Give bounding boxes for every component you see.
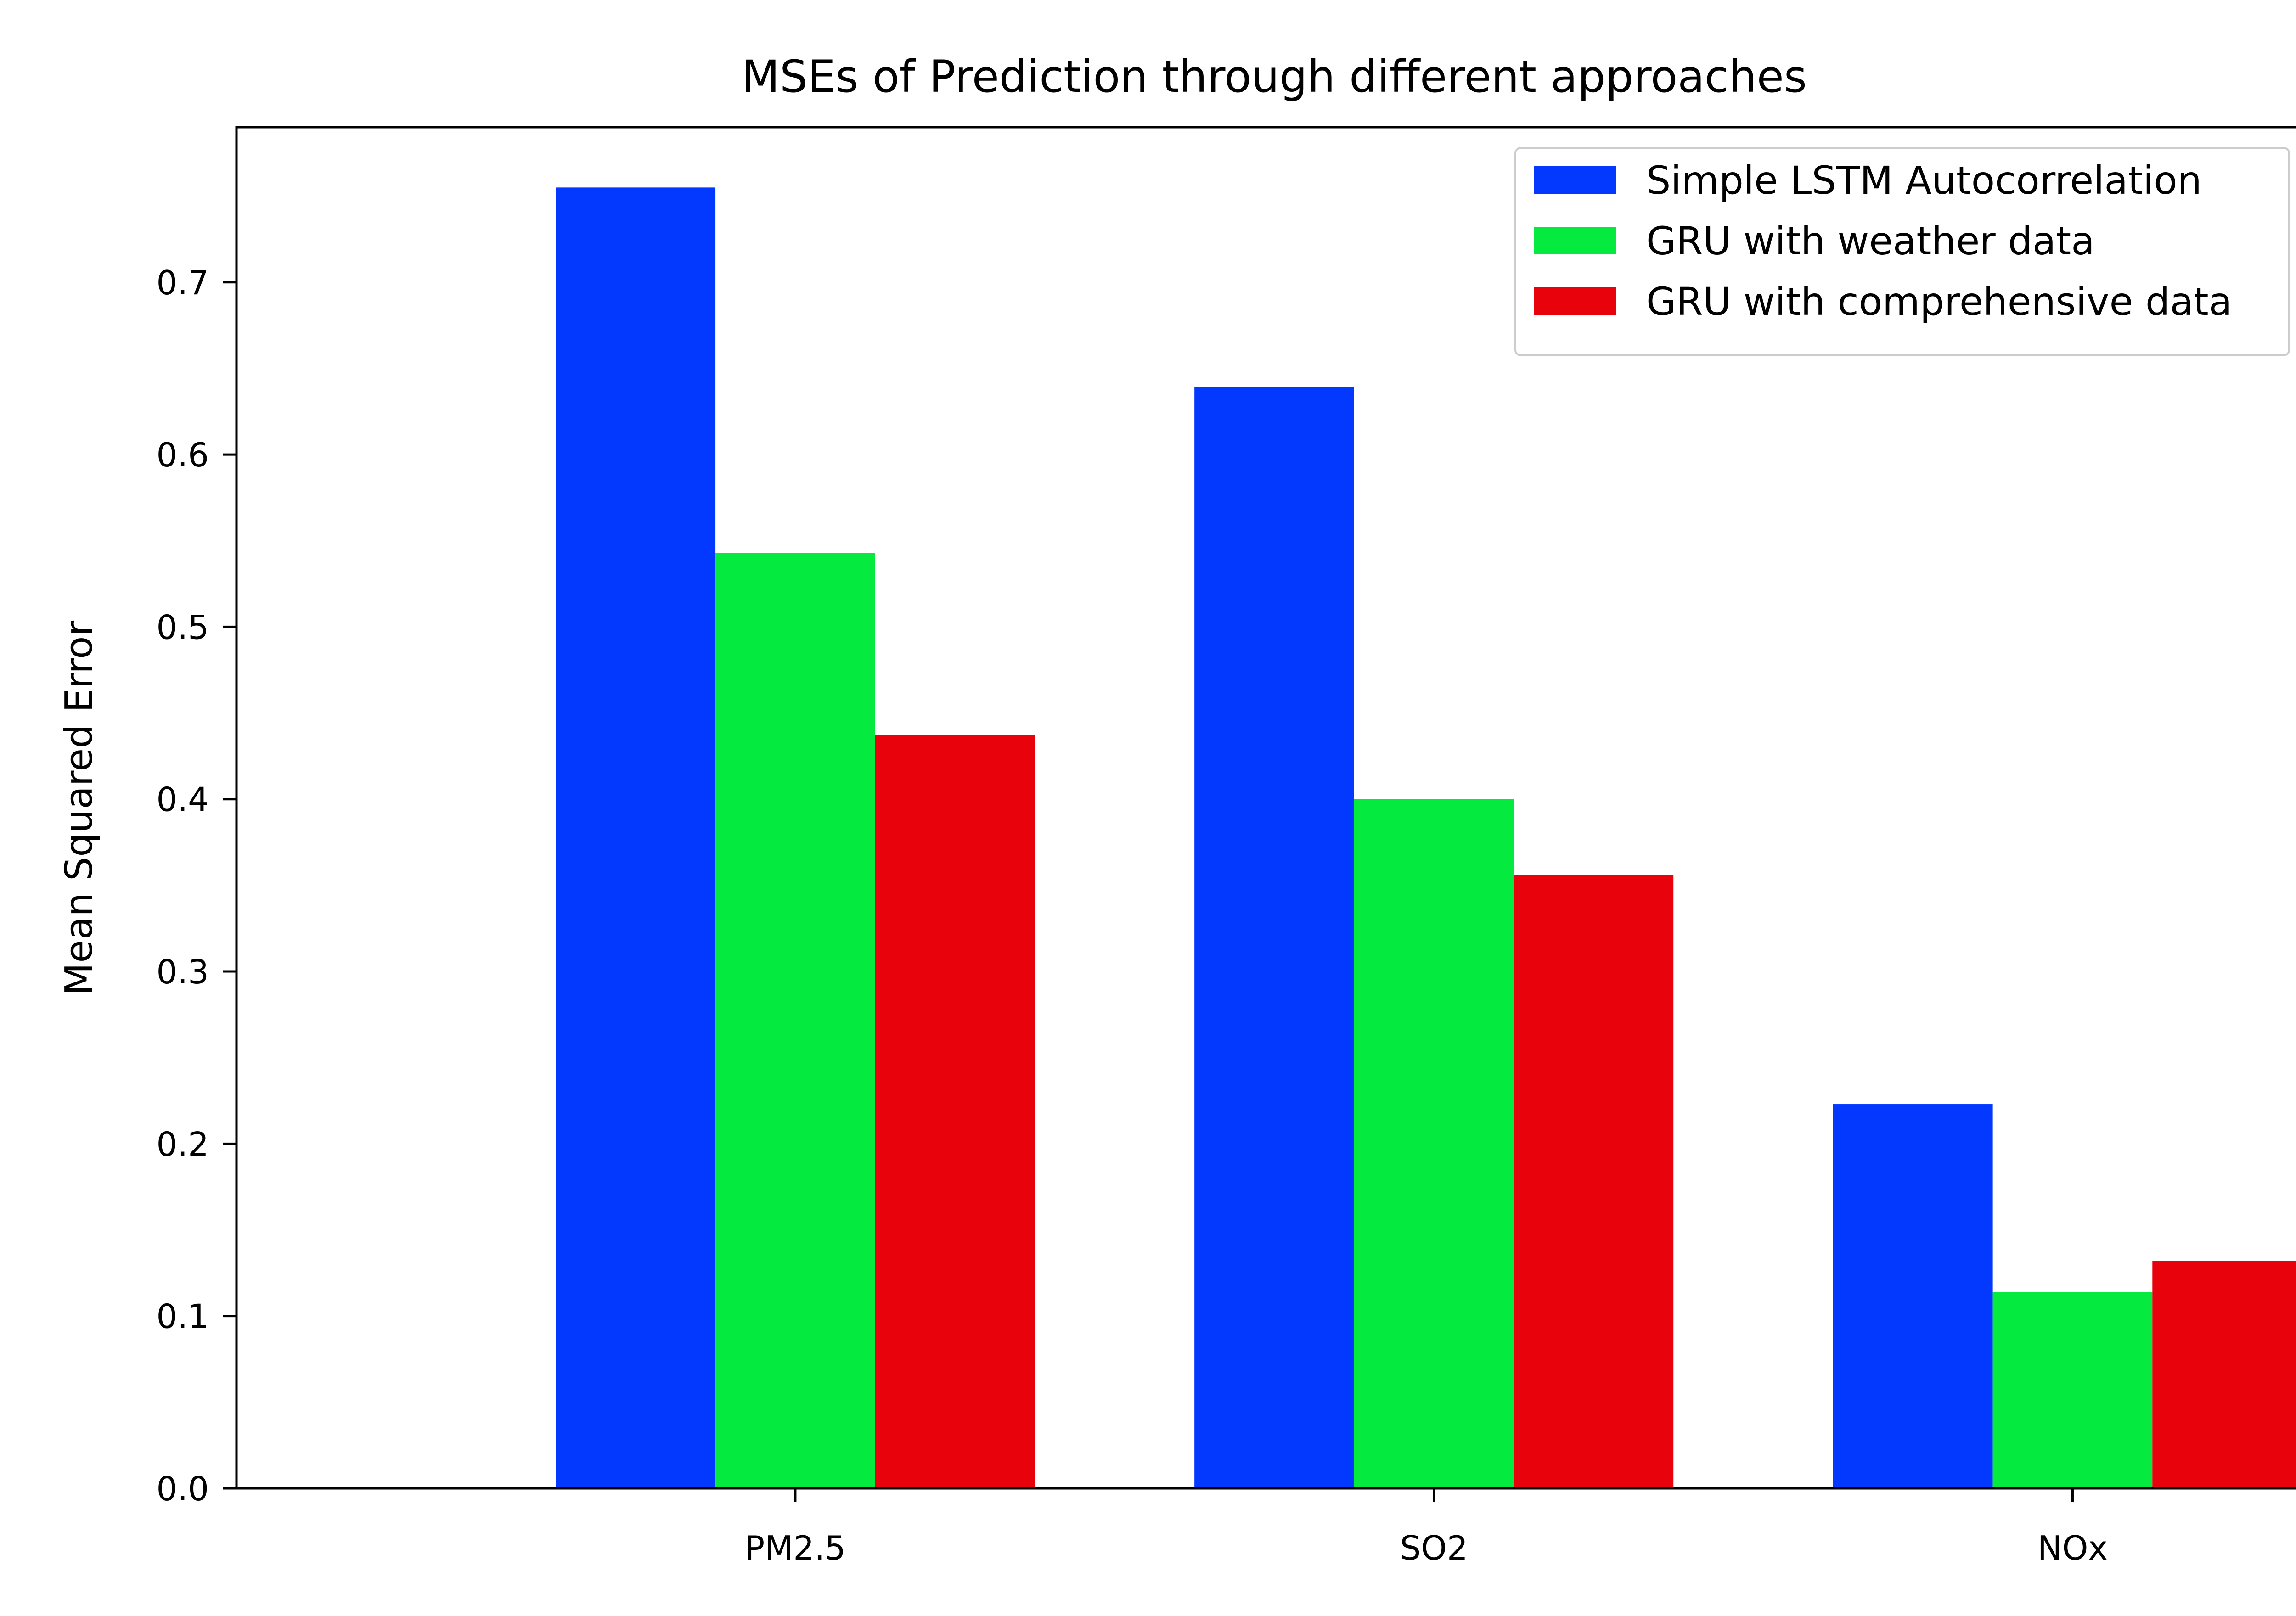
chart-title: MSEs of Prediction through different app… [742, 51, 1807, 102]
y-tick-label: 0.4 [156, 780, 209, 819]
y-tick-label: 0.2 [156, 1125, 209, 1163]
bar-gru-with-comprehensive-data-pm2-5 [875, 735, 1035, 1488]
bar-gru-with-weather-data-so2 [1354, 799, 1514, 1488]
legend-label-simple-lstm-autocorrelation: Simple LSTM Autocorrelation [1646, 158, 2202, 203]
legend-swatch-gru-with-weather-data [1534, 227, 1616, 254]
x-axis: PM2.5 SO2 NOx [745, 1488, 2108, 1567]
bar-gru-with-weather-data-nox [1992, 1292, 2153, 1488]
x-tick-label-nox: NOx [2037, 1529, 2108, 1567]
legend-swatch-simple-lstm-autocorrelation [1534, 166, 1616, 194]
bar-simple-lstm-autocorrelation-so2 [1194, 387, 1354, 1489]
bar-gru-with-comprehensive-data-so2 [1514, 875, 1674, 1488]
y-tick-label: 0.1 [156, 1297, 209, 1336]
legend: Simple LSTM Autocorrelation GRU with weat… [1514, 147, 2290, 356]
y-tick-label: 0.5 [156, 608, 209, 646]
x-tick-label-so2: SO2 [1400, 1529, 1468, 1567]
legend-label-gru-with-weather-data: GRU with weather data [1646, 219, 2095, 264]
y-tick-label: 0.6 [156, 436, 209, 474]
bar-gru-with-comprehensive-data-nox [2152, 1261, 2296, 1488]
y-axis-title: Mean Squared Error [57, 621, 101, 995]
bar-gru-with-weather-data-pm2-5 [715, 553, 875, 1488]
x-tick-label-pm2-5: PM2.5 [745, 1529, 846, 1567]
y-axis: 0.0 0.1 0.2 0.3 0.4 0.5 0.6 0.7 [156, 264, 236, 1508]
bar-simple-lstm-autocorrelation-nox [1833, 1104, 1993, 1488]
y-tick-label: 0.7 [156, 264, 209, 302]
legend-box [1514, 147, 2290, 356]
bar-simple-lstm-autocorrelation-pm2-5 [556, 187, 716, 1488]
bars-group [556, 187, 2296, 1489]
y-tick-label: 0.3 [156, 953, 209, 991]
y-tick-label: 0.0 [156, 1470, 209, 1508]
legend-swatch-gru-with-comprehensive-data [1534, 287, 1616, 315]
legend-label-gru-with-comprehensive-data: GRU with comprehensive data [1646, 279, 2232, 324]
plot-frame [235, 126, 2296, 1490]
